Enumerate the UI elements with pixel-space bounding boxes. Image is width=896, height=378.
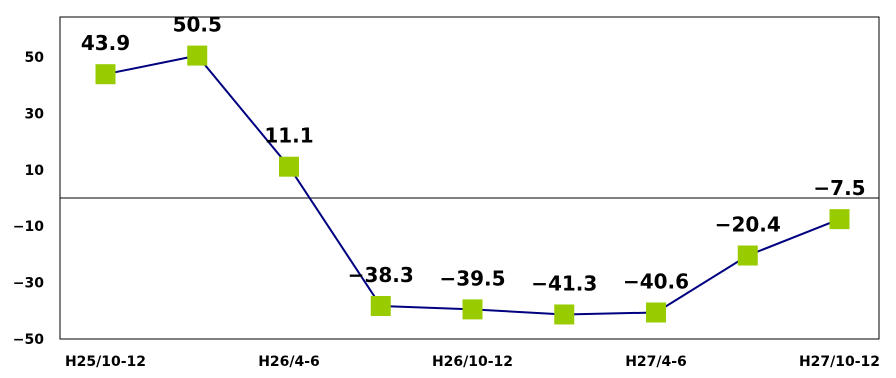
x-tick-label: H26/4-6 <box>258 354 320 370</box>
y-tick-label: −50 <box>13 332 44 348</box>
y-tick-label: 50 <box>25 50 45 66</box>
plot-area <box>59 16 880 340</box>
x-tick-label: H26/10-12 <box>432 354 513 370</box>
y-tick-label: 30 <box>25 106 45 122</box>
y-tick-label: 10 <box>25 163 45 179</box>
x-tick-label: H25/10-12 <box>65 354 146 370</box>
data-label: −20.4 <box>715 213 781 237</box>
data-point-marker <box>187 45 208 66</box>
y-tick-label: −10 <box>13 219 44 235</box>
data-point-marker <box>554 304 575 325</box>
data-point-marker <box>737 245 758 266</box>
data-label: −41.3 <box>531 271 597 295</box>
data-label: −40.6 <box>623 269 689 293</box>
data-point-marker <box>95 64 116 85</box>
data-label: 50.5 <box>173 13 222 37</box>
data-label: −38.3 <box>348 263 414 287</box>
x-tick-label: H27/10-12 <box>799 354 880 370</box>
y-axis-ticks: 50 30 10 −10 −30 −50 <box>13 50 44 348</box>
data-label: 11.1 <box>264 124 313 148</box>
data-point-marker <box>646 302 666 323</box>
data-label: −39.5 <box>439 266 505 290</box>
series-markers <box>95 45 850 325</box>
x-tick-label: H27/4-6 <box>625 354 687 370</box>
data-point-marker <box>279 156 299 177</box>
data-point-marker <box>462 299 483 320</box>
data-label: −7.5 <box>813 176 865 200</box>
data-labels: 43.9 50.5 11.1 −38.3 −39.5 −41.3 −40.6 −20.4 −7.… <box>81 13 866 296</box>
data-label: 43.9 <box>81 31 130 55</box>
y-tick-label: −30 <box>13 276 44 292</box>
data-point-marker <box>829 209 850 230</box>
data-point-marker <box>370 296 391 317</box>
x-axis-ticks: H25/10-12 H26/4-6 H26/10-12 H27/4-6 H27/10-1… <box>65 354 880 370</box>
